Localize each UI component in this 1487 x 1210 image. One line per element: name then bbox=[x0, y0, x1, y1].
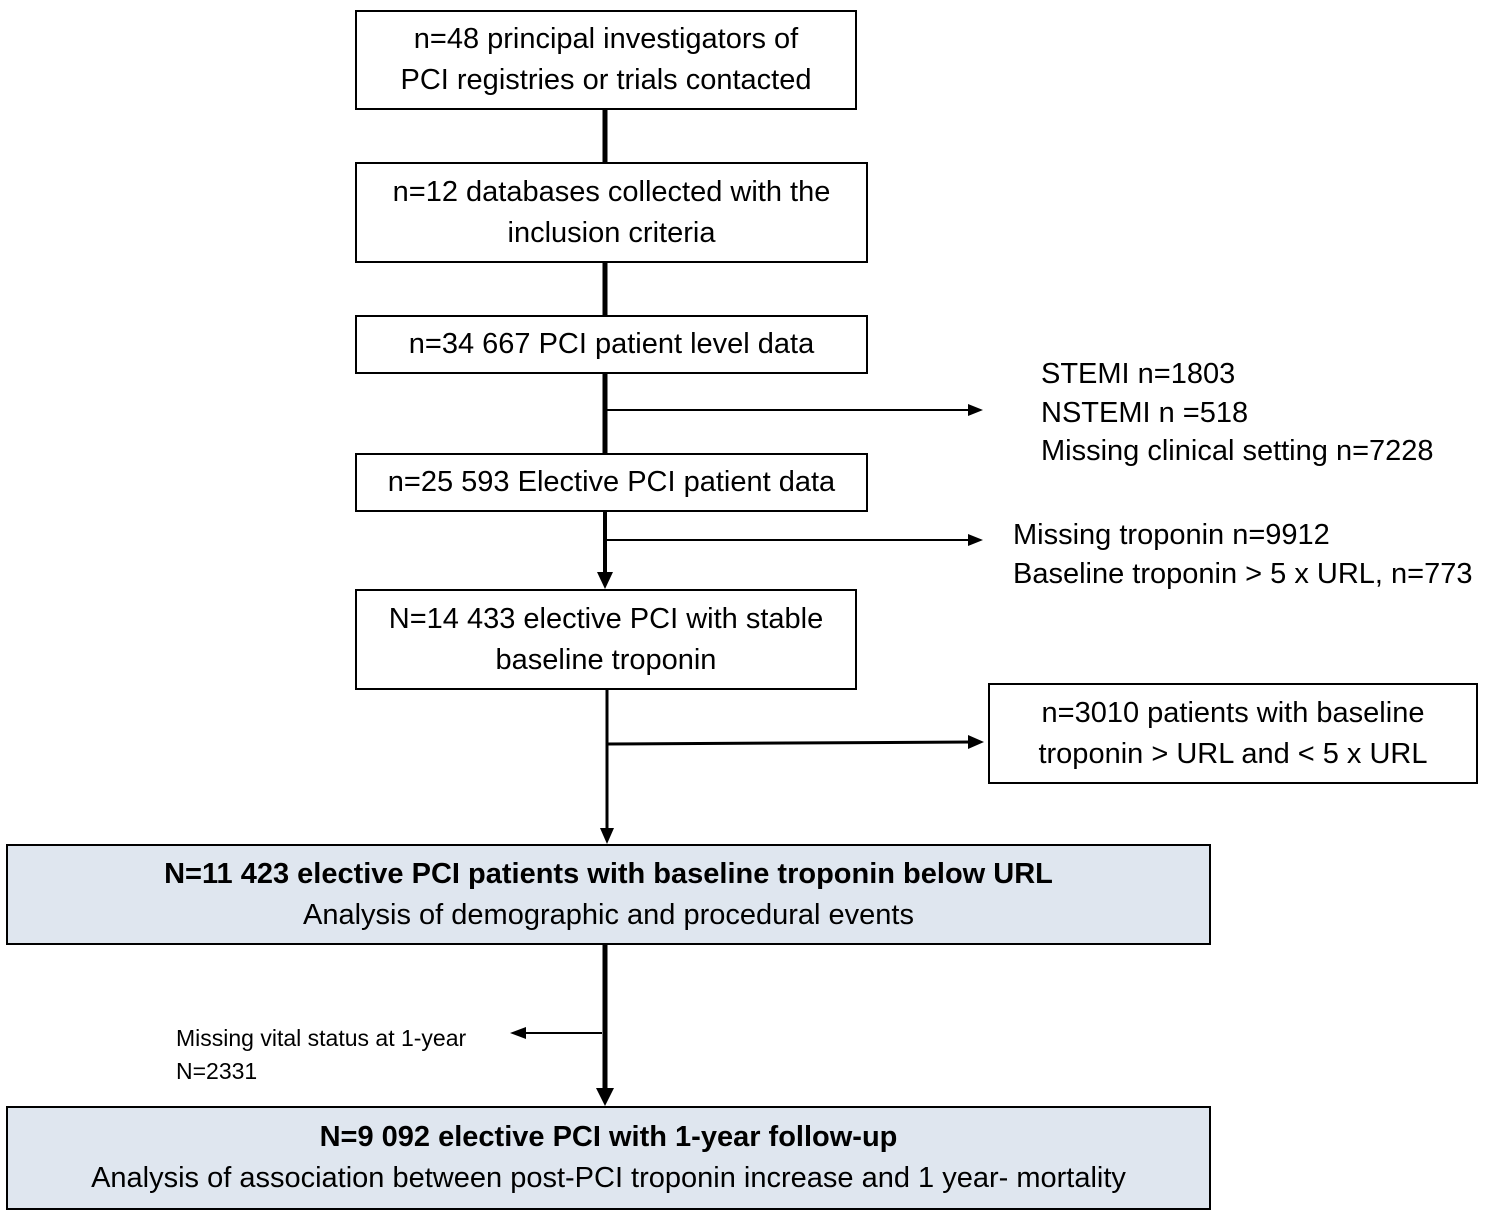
exclusion-line: Baseline troponin > 5 x URL, n=773 bbox=[1013, 557, 1473, 590]
box-subtitle: Analysis of association between post-PCI… bbox=[91, 1162, 1126, 1194]
exclusion-line: Missing clinical setting n=7228 bbox=[1041, 435, 1434, 467]
box-analysis-population: N=11 423 elective PCI patients with base… bbox=[6, 844, 1211, 945]
box-investigators-contacted: n=48 principal investigators of PCI regi… bbox=[355, 10, 857, 110]
box-title: N=11 423 elective PCI patients with base… bbox=[164, 857, 1053, 890]
box-line: n=34 667 PCI patient level data bbox=[408, 328, 815, 360]
exclusion-line: Missing troponin n=9912 bbox=[1013, 519, 1330, 551]
arrowhead-b5 bbox=[597, 572, 613, 589]
arrowhead-exclusion-2 bbox=[968, 534, 983, 546]
box-line: n=25 593 Elective PCI patient data bbox=[387, 466, 836, 498]
box-line: baseline troponin bbox=[495, 643, 717, 676]
box-patient-level-data: n=34 667 PCI patient level data bbox=[355, 315, 868, 374]
exclusion-line: N=2331 bbox=[176, 1058, 258, 1084]
box-line: N=14 433 elective PCI with stable bbox=[388, 602, 824, 635]
exclusion-line: Missing vital status at 1-year bbox=[176, 1025, 467, 1051]
box-elective-pci-data: n=25 593 Elective PCI patient data bbox=[355, 453, 868, 512]
box-line: troponin > URL and < 5 x URL bbox=[1038, 737, 1428, 770]
exclusion-vital-status: Missing vital status at 1-year N=2331 bbox=[176, 1022, 466, 1088]
exclusion-line: STEMI n=1803 bbox=[1041, 358, 1236, 390]
box-line: n=48 principal investigators of bbox=[413, 23, 799, 55]
arrowhead-exclusion-3 bbox=[510, 1027, 526, 1039]
box-followup-population: N=9 092 elective PCI with 1-year follow-… bbox=[6, 1106, 1211, 1210]
box-excluded-baseline-elevated: n=3010 patients with baseline troponin >… bbox=[988, 683, 1478, 784]
arrowhead-b7 bbox=[600, 828, 614, 844]
arrowhead-exclusion-1 bbox=[968, 404, 983, 416]
box-title: N=9 092 elective PCI with 1-year follow-… bbox=[319, 1121, 898, 1153]
exclusion-clinical-setting: STEMI n=1803 NSTEMI n =518 Missing clini… bbox=[1041, 355, 1434, 471]
arrow-to-box-b6 bbox=[606, 740, 973, 746]
box-stable-baseline: N=14 433 elective PCI with stable baseli… bbox=[355, 589, 857, 690]
box-databases-collected: n=12 databases collected with the inclus… bbox=[355, 162, 868, 263]
box-line: PCI registries or trials contacted bbox=[400, 64, 812, 96]
box-line: n=3010 patients with baseline bbox=[1041, 696, 1425, 729]
box-line: inclusion criteria bbox=[507, 216, 716, 249]
arrowhead-box-b6 bbox=[968, 735, 984, 749]
exclusion-troponin: Missing troponin n=9912 Baseline troponi… bbox=[1013, 516, 1472, 593]
box-subtitle: Analysis of demographic and procedural e… bbox=[303, 898, 914, 931]
exclusion-line: NSTEMI n =518 bbox=[1041, 396, 1249, 429]
arrowhead-b8 bbox=[596, 1088, 614, 1106]
box-line: n=12 databases collected with the bbox=[392, 175, 831, 208]
